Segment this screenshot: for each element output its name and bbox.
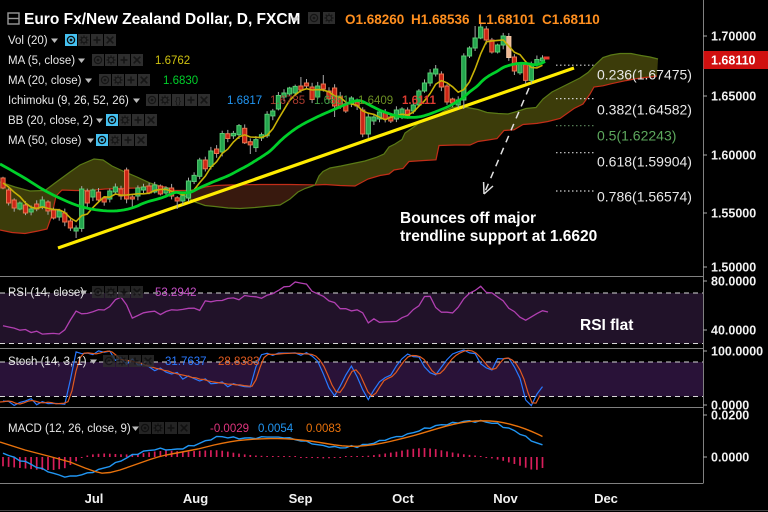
- svg-text:0.0054: 0.0054: [258, 423, 294, 435]
- svg-text:31.7637: 31.7637: [165, 356, 207, 368]
- svg-text:0.236(1.67475): 0.236(1.67475): [597, 67, 692, 83]
- svg-text:trendline support at 1.6620: trendline support at 1.6620: [400, 228, 597, 245]
- svg-text:Aug: Aug: [183, 491, 208, 506]
- svg-text:Euro Fx/New Zealand Dollar, D,: Euro Fx/New Zealand Dollar, D, FXCM: [24, 11, 300, 28]
- svg-text:{}: {}: [175, 96, 181, 107]
- svg-text:BB (20, close, 2): BB (20, close, 2): [8, 115, 93, 127]
- svg-text:Oct: Oct: [392, 491, 414, 506]
- svg-text:1.60000: 1.60000: [711, 149, 756, 163]
- svg-text:1.6111: 1.6111: [402, 95, 437, 107]
- svg-text:1.70000: 1.70000: [711, 30, 756, 44]
- svg-text:Dec: Dec: [594, 491, 618, 506]
- svg-text:Nov: Nov: [493, 491, 518, 506]
- svg-text:28.8383: 28.8383: [218, 356, 260, 368]
- svg-text:0.382(1.64582): 0.382(1.64582): [597, 102, 692, 118]
- svg-text:1.6762: 1.6762: [155, 55, 190, 67]
- svg-text:0.5(1.62243): 0.5(1.62243): [597, 128, 676, 144]
- svg-text:1.65000: 1.65000: [711, 90, 756, 104]
- svg-text:MA (50, close): MA (50, close): [8, 135, 82, 147]
- svg-text:L1.68101: L1.68101: [478, 12, 536, 27]
- svg-text:Bounces off major: Bounces off major: [400, 210, 536, 227]
- svg-text:0.786(1.56574): 0.786(1.56574): [597, 189, 692, 205]
- svg-text:1.50000: 1.50000: [711, 261, 756, 275]
- svg-text:C1.68110: C1.68110: [542, 12, 600, 27]
- svg-text:Vol (20): Vol (20): [8, 35, 48, 47]
- svg-text:0.0000: 0.0000: [711, 399, 749, 413]
- svg-text:MA (5, close): MA (5, close): [8, 55, 75, 67]
- svg-text:Jul: Jul: [85, 491, 104, 506]
- svg-text:Sep: Sep: [289, 491, 313, 506]
- svg-text:0.0000: 0.0000: [711, 451, 749, 465]
- svg-text:1.6817: 1.6817: [227, 95, 262, 107]
- svg-text:H1.68536: H1.68536: [411, 12, 470, 27]
- svg-text:1.6830: 1.6830: [163, 75, 198, 87]
- svg-text:0.0200: 0.0200: [711, 409, 749, 423]
- svg-text:Ichimoku (9, 26, 52, 26): Ichimoku (9, 26, 52, 26): [8, 95, 129, 107]
- svg-text:1.68110: 1.68110: [711, 54, 756, 68]
- svg-text:80.0000: 80.0000: [711, 275, 756, 289]
- svg-text:0.0083: 0.0083: [306, 423, 341, 435]
- svg-text:MA (20, close): MA (20, close): [8, 75, 82, 87]
- svg-text:0.618(1.59904): 0.618(1.59904): [597, 154, 692, 170]
- svg-text:Stoch (14, 3, 1): Stoch (14, 3, 1): [8, 356, 87, 368]
- svg-text:O1.68260: O1.68260: [345, 12, 404, 27]
- svg-text:RSI (14, close): RSI (14, close): [8, 287, 84, 299]
- svg-text:100.0000: 100.0000: [711, 345, 763, 359]
- svg-text:1.6785: 1.6785: [270, 95, 305, 107]
- svg-text:53.2942: 53.2942: [155, 287, 197, 299]
- svg-text:40.0000: 40.0000: [711, 324, 756, 338]
- svg-text:-0.0029: -0.0029: [210, 423, 249, 435]
- svg-text:1.55000: 1.55000: [711, 207, 756, 221]
- svg-text:RSI flat: RSI flat: [580, 317, 633, 334]
- svg-text:1.6851: 1.6851: [314, 95, 349, 107]
- svg-text:MACD (12, 26, close, 9): MACD (12, 26, close, 9): [8, 423, 131, 435]
- svg-text:1.6409: 1.6409: [358, 95, 393, 107]
